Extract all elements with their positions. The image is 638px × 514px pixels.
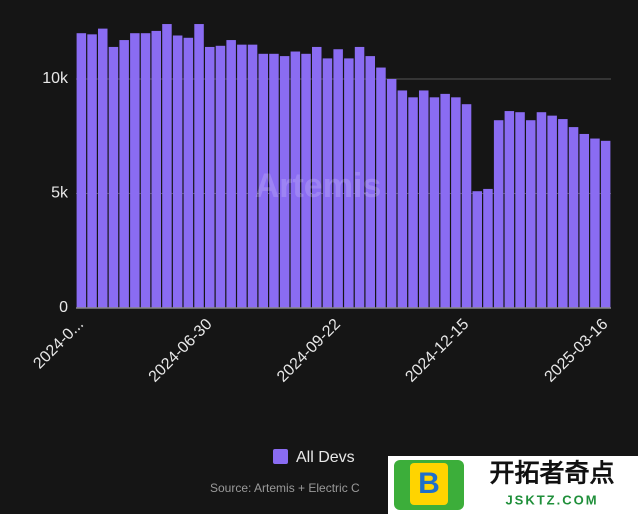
bar [386,79,397,308]
bar [269,53,279,309]
bar [568,127,579,308]
y-tick-label: 5k [51,185,69,202]
bar [440,93,450,308]
bar [258,53,268,309]
bar [451,97,461,308]
bar [344,58,354,308]
bar [108,46,119,308]
bar [194,24,204,308]
bar [162,24,172,308]
bar [205,46,215,308]
bar [215,45,226,309]
bar [408,97,418,308]
bar [333,49,343,308]
bar [504,111,515,308]
bar [558,119,568,308]
y-tick-label: 10k [42,70,69,87]
bar [483,188,493,308]
bar [354,46,365,308]
legend-swatch [273,449,288,464]
overlay-banner: B 开拓者奇点 JSKTZ.COM [388,456,638,514]
bar [290,51,301,309]
bar [183,37,194,308]
bar [87,34,97,308]
bar [151,30,161,308]
bar [140,33,151,308]
bar [461,104,472,308]
bar [226,40,236,308]
bar [429,97,440,308]
overlay-site: JSKTZ.COM [505,492,598,507]
bar [590,138,600,308]
bar [419,90,429,308]
bar [172,35,183,309]
bar [547,115,557,308]
bar [365,56,375,308]
bar [237,44,247,309]
legend-label: All Devs [296,449,355,466]
bar [376,67,386,308]
bar [76,33,87,308]
overlay-logo-inner [410,463,448,505]
bar [130,33,140,308]
bar [301,53,311,309]
bar [526,120,536,308]
bar [312,46,322,308]
bar [493,120,504,308]
bar [536,112,547,308]
bar [600,140,611,308]
bar [98,28,108,309]
bar [515,112,525,308]
bar [472,191,482,308]
overlay-logo: B [418,467,440,500]
bar [322,58,333,308]
source: Source: Artemis + Electric C [210,481,360,495]
bar [397,90,408,308]
bar [579,133,589,308]
overlay-name: 开拓者奇点 [489,460,614,488]
bar [119,40,129,308]
bar [279,56,290,308]
watermark: Artemis [255,167,382,205]
y-tick-label: 0 [59,299,68,316]
bar [247,44,258,309]
